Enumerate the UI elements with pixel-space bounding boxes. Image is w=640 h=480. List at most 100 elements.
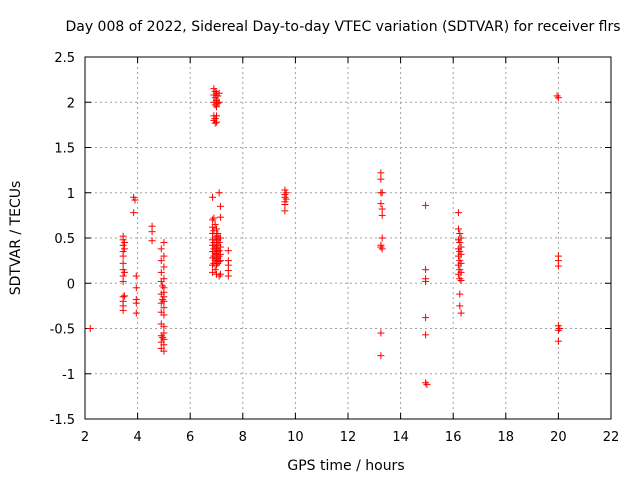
data-point xyxy=(119,306,127,314)
data-point xyxy=(377,329,385,337)
data-point xyxy=(215,98,223,106)
data-point xyxy=(209,193,217,201)
data-point xyxy=(378,234,386,242)
data-point xyxy=(554,94,562,102)
x-axis-label: GPS time / hours xyxy=(287,458,404,474)
data-point xyxy=(159,282,167,290)
data-point xyxy=(224,272,232,280)
data-point xyxy=(456,275,464,283)
x-tick-label: 16 xyxy=(445,430,462,445)
data-point xyxy=(215,239,223,247)
data-point xyxy=(211,220,219,228)
data-point xyxy=(224,247,232,255)
data-point xyxy=(214,99,222,107)
data-point xyxy=(281,201,289,209)
data-point xyxy=(119,252,127,260)
data-point xyxy=(216,202,224,210)
data-point xyxy=(216,213,224,221)
data-point xyxy=(216,234,224,242)
y-tick-label: 2 xyxy=(67,96,75,111)
data-point xyxy=(554,262,562,270)
y-tick-label: 0 xyxy=(67,277,75,292)
data-point xyxy=(214,229,222,237)
data-point xyxy=(148,237,156,245)
y-tick-label: 1.5 xyxy=(54,142,75,157)
data-point xyxy=(120,292,128,300)
data-point xyxy=(422,277,430,285)
data-point xyxy=(377,200,385,208)
plot-frame xyxy=(84,56,612,420)
data-point xyxy=(422,314,430,322)
data-point xyxy=(157,268,165,276)
data-point xyxy=(210,214,218,222)
data-point xyxy=(160,275,168,283)
data-point xyxy=(120,268,128,276)
data-point xyxy=(211,119,219,127)
x-tick-label: 18 xyxy=(498,430,515,445)
data-point xyxy=(132,272,140,280)
x-tick-label: 12 xyxy=(340,430,357,445)
axis-ticks xyxy=(84,56,612,420)
data-point xyxy=(422,266,430,274)
grid xyxy=(85,57,611,419)
data-point xyxy=(553,92,561,100)
data-point xyxy=(457,234,465,242)
chart-title: Day 008 of 2022, Sidereal Day-to-day VTE… xyxy=(65,19,620,35)
data-point xyxy=(378,245,386,253)
data-points xyxy=(86,85,564,389)
data-point xyxy=(160,323,168,331)
y-tick-label: -0.5 xyxy=(50,323,75,338)
data-point xyxy=(378,205,386,213)
data-point xyxy=(422,331,430,339)
data-point xyxy=(554,326,562,334)
data-point xyxy=(554,337,562,345)
data-point xyxy=(132,299,140,307)
data-point xyxy=(160,297,168,305)
data-point xyxy=(132,309,140,317)
data-point xyxy=(378,211,386,219)
data-point xyxy=(211,87,219,95)
data-point xyxy=(120,245,128,253)
data-point xyxy=(457,250,465,258)
data-point xyxy=(159,296,167,304)
data-point xyxy=(213,261,220,269)
data-point xyxy=(423,381,431,389)
y-tick-label: 0.5 xyxy=(54,232,75,247)
data-point xyxy=(456,290,464,298)
data-point xyxy=(456,302,464,310)
data-point xyxy=(456,229,464,237)
data-point xyxy=(215,189,223,197)
data-point xyxy=(216,270,224,278)
data-point xyxy=(456,239,464,247)
data-point xyxy=(132,284,140,292)
data-point xyxy=(454,225,462,233)
data-point xyxy=(119,259,127,267)
data-point xyxy=(131,196,139,204)
data-point xyxy=(457,268,465,276)
data-point xyxy=(215,89,223,97)
data-point xyxy=(377,175,385,183)
x-tick-label: 10 xyxy=(287,430,304,445)
data-point xyxy=(120,239,128,247)
data-point xyxy=(457,259,465,267)
data-point xyxy=(215,258,223,266)
data-point xyxy=(422,379,430,387)
data-point xyxy=(377,169,385,177)
data-point xyxy=(160,311,168,319)
x-tick-label: 8 xyxy=(239,430,247,445)
data-point xyxy=(213,225,220,233)
data-point xyxy=(160,329,168,337)
data-point xyxy=(157,245,165,253)
data-point xyxy=(216,243,224,251)
x-tick-label: 6 xyxy=(186,430,194,445)
data-point xyxy=(216,250,224,258)
data-point xyxy=(457,277,465,285)
data-point xyxy=(119,277,127,285)
data-point xyxy=(213,103,220,111)
data-point xyxy=(86,325,94,332)
data-point xyxy=(216,257,224,265)
data-point xyxy=(377,352,385,360)
data-point xyxy=(160,239,168,247)
data-point xyxy=(422,201,430,209)
